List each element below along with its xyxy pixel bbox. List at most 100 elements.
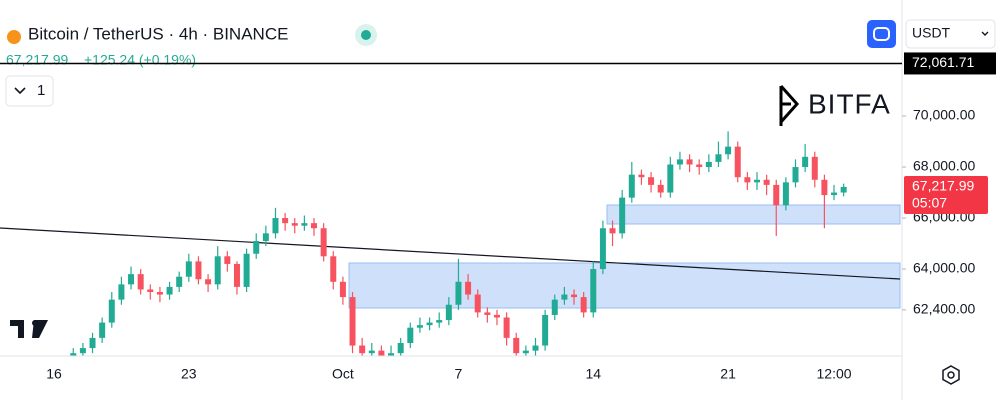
candle-body xyxy=(821,179,828,196)
candle-body xyxy=(840,186,847,193)
candle-body xyxy=(233,263,240,287)
last-price-tag xyxy=(904,175,988,214)
candle-body xyxy=(416,325,423,328)
candle-body xyxy=(118,284,125,300)
gear-center xyxy=(947,371,955,379)
chevron xyxy=(14,87,26,95)
candle-body xyxy=(493,314,500,318)
candle-body xyxy=(811,156,818,180)
candle-body xyxy=(831,192,838,196)
candle-body xyxy=(272,218,279,234)
candle-body xyxy=(657,184,664,193)
candle-body xyxy=(571,294,578,298)
candle-body xyxy=(436,320,443,323)
brand-icon xyxy=(779,85,800,126)
x-tick-label: 14 xyxy=(585,366,601,382)
button[interactable] xyxy=(867,20,896,48)
interval-dropdown[interactable]: 1 xyxy=(5,75,54,107)
candle-body xyxy=(705,161,712,168)
candle-body xyxy=(128,274,135,285)
currency-dropdown[interactable]: USDT xyxy=(905,19,996,49)
candle-body xyxy=(503,317,510,338)
candle-body xyxy=(349,297,356,346)
last-price-label: 67,217.99 xyxy=(912,178,974,194)
candle-body xyxy=(301,223,308,226)
zone xyxy=(348,262,901,309)
last-price: 67,217.99 xyxy=(6,52,68,68)
candle-body xyxy=(156,291,163,295)
candle-body xyxy=(388,353,395,356)
candle-body xyxy=(484,312,491,315)
candle-body xyxy=(465,281,472,295)
candle-body xyxy=(513,337,520,354)
button-icon xyxy=(873,27,890,41)
candle-body xyxy=(522,350,529,354)
dropdown-box[interactable] xyxy=(905,19,996,49)
candle-body xyxy=(445,304,452,321)
candle-body xyxy=(282,218,289,224)
settings-button[interactable] xyxy=(942,365,960,385)
zone xyxy=(606,204,901,225)
coin-icon xyxy=(7,30,21,44)
candle-body xyxy=(792,167,799,183)
candle-body xyxy=(753,179,760,183)
candle-body xyxy=(773,184,780,206)
candle-body xyxy=(474,294,481,313)
candle-body xyxy=(243,253,250,287)
y-tick-label: 68,000.00 xyxy=(913,158,975,174)
countdown: 05:07 xyxy=(912,195,947,211)
candle-body xyxy=(99,322,106,338)
candle-body xyxy=(89,337,96,349)
candle-body xyxy=(609,228,616,234)
x-tick-label: 16 xyxy=(46,366,62,382)
candle-body xyxy=(551,299,558,315)
currency-value[interactable]: USDT xyxy=(912,25,951,41)
candle-body xyxy=(166,286,173,295)
plot-area xyxy=(0,131,901,356)
candle-body xyxy=(676,159,683,165)
candle-body xyxy=(320,228,327,257)
candle-body xyxy=(426,322,433,326)
x-tick-label: 23 xyxy=(181,366,197,382)
candle-body xyxy=(214,256,221,285)
candle-body xyxy=(648,177,655,185)
candle-body xyxy=(368,350,375,354)
candle-body xyxy=(397,342,404,354)
candle-body xyxy=(359,345,366,354)
candle-body xyxy=(291,223,298,226)
candle-body xyxy=(79,348,86,354)
candle-body xyxy=(185,261,192,277)
candle-body xyxy=(638,174,645,178)
candle-body xyxy=(561,294,568,300)
candle-body xyxy=(137,274,144,290)
candle-body xyxy=(339,281,346,298)
price-change: +125.24 (+0.19%) xyxy=(84,52,196,68)
candle-body xyxy=(628,174,635,198)
tv-logo-dot xyxy=(32,320,38,326)
candle-body xyxy=(590,269,597,313)
candle-body xyxy=(262,233,269,241)
candle-body xyxy=(580,297,587,313)
candle-body xyxy=(108,299,115,323)
sync-button[interactable] xyxy=(867,20,896,48)
candle-body xyxy=(407,327,414,343)
interval-value[interactable]: 1 xyxy=(37,82,45,99)
gear[interactable] xyxy=(942,365,960,385)
candle-body xyxy=(667,164,674,193)
candle-body xyxy=(224,256,231,264)
candle-body xyxy=(253,240,260,254)
brand-logo: BITFA xyxy=(808,88,891,119)
y-tick-label: 70,000.00 xyxy=(913,107,975,123)
y-tick-label: 64,000.00 xyxy=(913,260,975,276)
dropdown-box[interactable] xyxy=(5,75,54,107)
x-tick-label: 12:00 xyxy=(817,366,852,382)
candle-body xyxy=(619,197,626,234)
trend-line xyxy=(0,227,901,280)
symbol-title: Bitcoin / TetherUS · 4h · BINANCE xyxy=(28,24,288,43)
candle-body xyxy=(599,228,606,270)
chevron xyxy=(981,31,989,36)
x-tick-label: Oct xyxy=(332,366,354,382)
candle-body xyxy=(195,261,202,280)
candle-body xyxy=(763,179,770,185)
